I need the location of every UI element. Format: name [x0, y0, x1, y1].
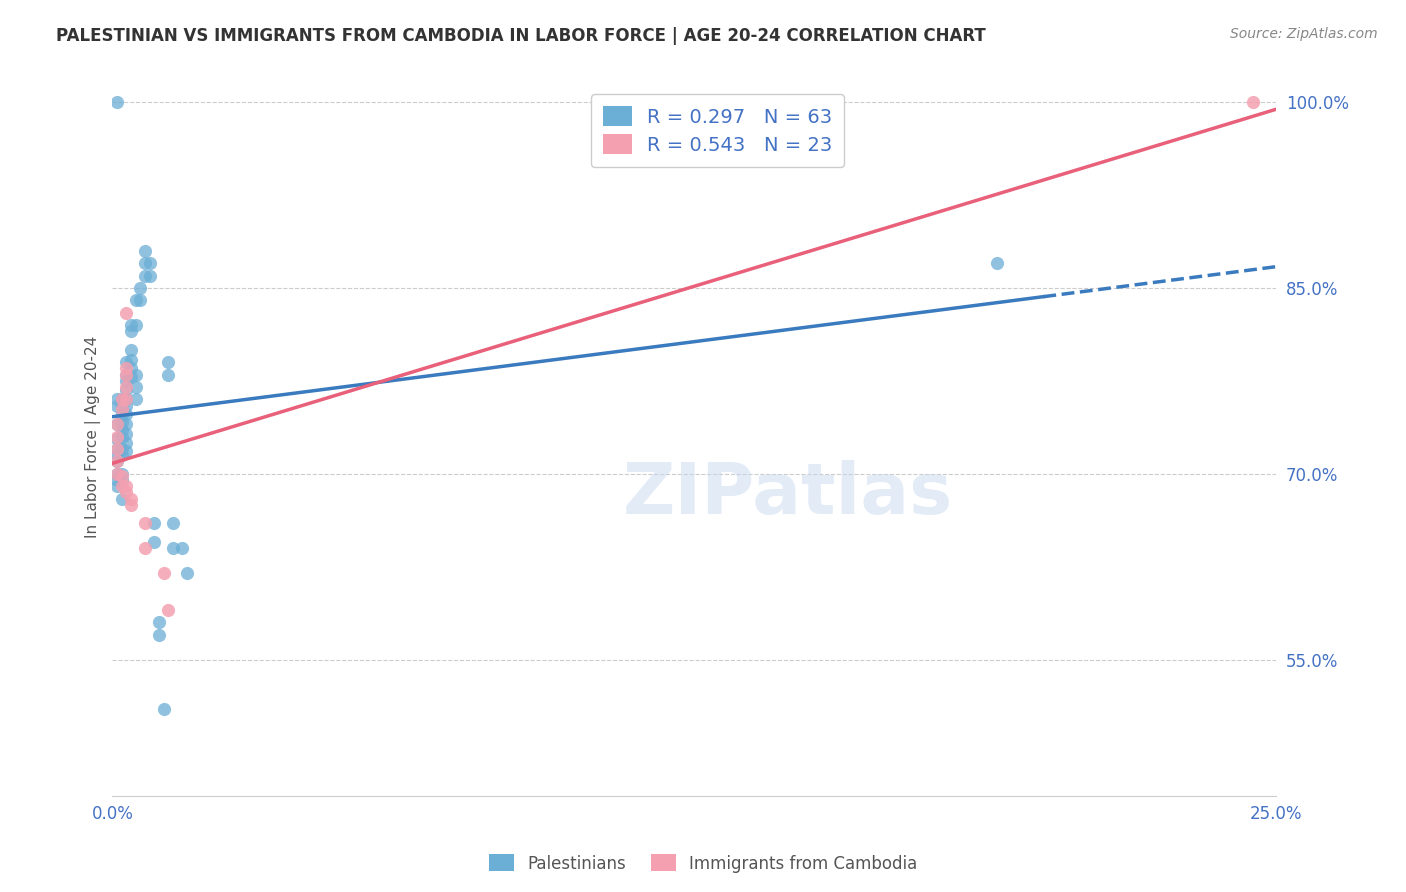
Point: [125, 293, 148, 308]
Legend: R = 0.297   N = 63, R = 0.543   N = 23: R = 0.297 N = 63, R = 0.543 N = 23: [591, 95, 844, 167]
Point: [125, 318, 148, 333]
Point: [105, 417, 128, 432]
Point: [105, 467, 128, 481]
Point: [120, 324, 142, 338]
Point: [105, 479, 128, 493]
Point: [115, 368, 138, 382]
Text: PALESTINIAN VS IMMIGRANTS FROM CAMBODIA IN LABOR FORCE | AGE 20-24 CORRELATION C: PALESTINIAN VS IMMIGRANTS FROM CAMBODIA …: [56, 27, 986, 45]
Point: [115, 383, 138, 397]
Point: [111, 491, 134, 506]
Point: [115, 361, 138, 376]
Point: [111, 399, 134, 413]
Point: [105, 473, 128, 487]
Point: [105, 429, 128, 443]
Point: [138, 268, 160, 283]
Point: [111, 407, 134, 421]
Point: [111, 429, 134, 443]
Point: [105, 467, 128, 481]
Point: [162, 516, 184, 531]
Point: [148, 628, 170, 642]
Point: [115, 380, 138, 394]
Point: [115, 417, 138, 432]
Point: [120, 361, 142, 376]
Point: [111, 442, 134, 456]
Point: [129, 293, 152, 308]
Text: Source: ZipAtlas.com: Source: ZipAtlas.com: [1230, 27, 1378, 41]
Point: [134, 268, 156, 283]
Point: [115, 435, 138, 450]
Y-axis label: In Labor Force | Age 20-24: In Labor Force | Age 20-24: [86, 335, 101, 538]
Point: [120, 318, 142, 333]
Point: [111, 415, 134, 429]
Point: [115, 392, 138, 407]
Point: [105, 448, 128, 462]
Point: [172, 541, 194, 555]
Point: [148, 615, 170, 630]
Point: [134, 244, 156, 258]
Point: [134, 516, 156, 531]
Point: [115, 368, 138, 382]
Point: [986, 256, 1008, 270]
Point: [120, 370, 142, 384]
Point: [129, 281, 152, 295]
Point: [111, 479, 134, 493]
Point: [157, 368, 180, 382]
Point: [115, 427, 138, 442]
Point: [120, 343, 142, 357]
Point: [111, 402, 134, 417]
Point: [120, 498, 142, 512]
Point: [125, 380, 148, 394]
Text: ZIPatlas: ZIPatlas: [623, 459, 952, 529]
Point: [152, 702, 174, 716]
Point: [105, 454, 128, 468]
Point: [115, 392, 138, 407]
Point: [105, 399, 128, 413]
Point: [176, 566, 198, 580]
Point: [143, 516, 166, 531]
Point: [105, 417, 128, 432]
Point: [125, 368, 148, 382]
Point: [115, 444, 138, 458]
Point: [111, 467, 134, 481]
Point: [134, 541, 156, 555]
Point: [115, 399, 138, 413]
Point: [105, 442, 128, 456]
Point: [152, 566, 174, 580]
Point: [115, 485, 138, 500]
Point: [120, 491, 142, 506]
Point: [120, 352, 142, 367]
Point: [105, 432, 128, 446]
Point: [111, 469, 134, 483]
Point: [143, 534, 166, 549]
Point: [138, 256, 160, 270]
Point: [111, 424, 134, 438]
Point: [105, 454, 128, 468]
Point: [105, 95, 128, 110]
Point: [115, 479, 138, 493]
Point: [125, 392, 148, 407]
Point: [105, 442, 128, 456]
Legend: Palestinians, Immigrants from Cambodia: Palestinians, Immigrants from Cambodia: [482, 847, 924, 880]
Point: [105, 392, 128, 407]
Point: [111, 392, 134, 407]
Point: [115, 355, 138, 369]
Point: [115, 374, 138, 388]
Point: [134, 256, 156, 270]
Point: [157, 603, 180, 617]
Point: [111, 392, 134, 407]
Point: [162, 541, 184, 555]
Point: [1241, 95, 1264, 110]
Point: [111, 473, 134, 487]
Point: [111, 448, 134, 462]
Point: [157, 355, 180, 369]
Point: [115, 407, 138, 421]
Point: [115, 306, 138, 320]
